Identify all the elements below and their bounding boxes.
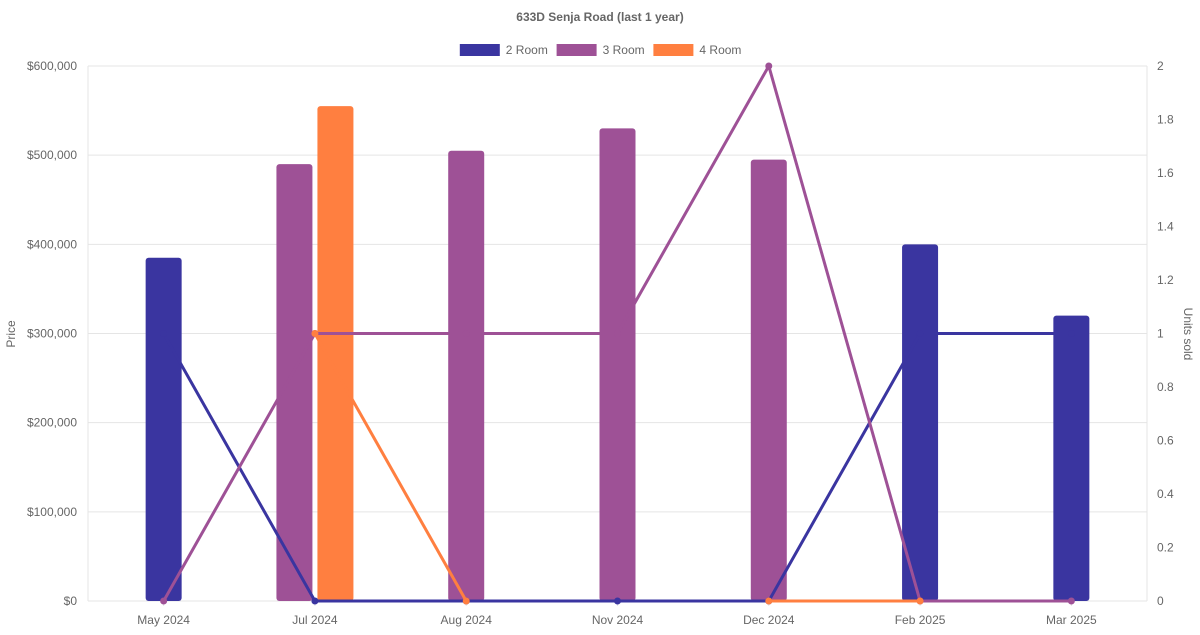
y-left-tick-label: $200,000 xyxy=(27,416,77,430)
x-tick-label: Dec 2024 xyxy=(743,613,795,627)
bar-2-room[interactable] xyxy=(145,257,182,601)
y-left-tick-label: $100,000 xyxy=(27,505,77,519)
y-right-tick-label: 0 xyxy=(1157,594,1164,608)
bar-3-room[interactable] xyxy=(599,128,636,601)
x-tick-label: May 2024 xyxy=(137,613,190,627)
y-left-tick-label: $400,000 xyxy=(27,237,77,251)
y-right-tick-label: 1.2 xyxy=(1157,273,1174,287)
point-4-room[interactable] xyxy=(916,597,924,605)
legend-swatch xyxy=(653,44,694,56)
y-axis-right-title: Units sold xyxy=(1181,308,1195,361)
chart-title: 633D Senja Road (last 1 year) xyxy=(516,10,683,24)
y-right-tick-label: 0.4 xyxy=(1157,487,1174,501)
point-2-room[interactable] xyxy=(916,330,924,337)
point-2-room[interactable] xyxy=(160,330,168,337)
legend-item-4-room[interactable]: 4 Room xyxy=(653,43,741,57)
y-right-tick-label: 0.2 xyxy=(1157,541,1174,555)
y-right-tick-label: 1.8 xyxy=(1157,113,1174,127)
y-left-tick-label: $300,000 xyxy=(27,327,77,341)
x-tick-label: Nov 2024 xyxy=(592,613,644,627)
bar-3-room[interactable] xyxy=(448,150,485,602)
y-axis-left-title: Price xyxy=(4,320,18,348)
line-series xyxy=(160,62,1075,605)
bar-4-room[interactable] xyxy=(317,106,354,601)
y-right-tick-label: 0.8 xyxy=(1157,380,1174,394)
point-2-room[interactable] xyxy=(311,597,319,605)
legend-label: 2 Room xyxy=(506,43,548,57)
point-3-room[interactable] xyxy=(462,330,470,337)
x-tick-label: Feb 2025 xyxy=(895,613,946,627)
legend[interactable]: 2 Room 3 Room 4 Room xyxy=(459,43,742,57)
point-4-room[interactable] xyxy=(311,330,319,337)
right-axis: 0 0.2 0.4 0.6 0.8 1 1.2 1.4 1.6 1.8 2 xyxy=(1157,59,1174,608)
bar-3-room[interactable] xyxy=(750,159,787,601)
point-3-room[interactable] xyxy=(1067,597,1075,605)
legend-swatch xyxy=(556,44,597,56)
point-2-room[interactable] xyxy=(614,597,621,605)
point-3-room[interactable] xyxy=(765,62,773,70)
left-axis: $0 $100,000 $200,000 $300,000 $400,000 $500,0… xyxy=(27,59,77,608)
legend-label: 4 Room xyxy=(699,43,741,57)
point-2-room[interactable] xyxy=(1067,330,1075,337)
point-4-room[interactable] xyxy=(765,597,773,605)
bar-2-room[interactable] xyxy=(902,244,939,602)
legend-swatch xyxy=(459,44,500,56)
y-right-tick-label: 1.4 xyxy=(1157,220,1174,234)
point-3-room[interactable] xyxy=(160,597,168,605)
x-tick-label: Mar 2025 xyxy=(1046,613,1097,627)
x-axis: May 2024 Jul 2024 Aug 2024 Nov 2024 Dec 2024… xyxy=(137,613,1097,627)
bar-2-room[interactable] xyxy=(1053,315,1090,601)
point-4-room[interactable] xyxy=(462,597,470,605)
bar-3-room[interactable] xyxy=(276,164,313,602)
y-right-tick-label: 2 xyxy=(1157,59,1164,73)
y-left-tick-label: $500,000 xyxy=(27,148,77,162)
point-3-room[interactable] xyxy=(614,330,621,337)
x-tick-label: Aug 2024 xyxy=(441,613,493,627)
y-left-tick-label: $600,000 xyxy=(27,59,77,73)
legend-item-2-room[interactable]: 2 Room xyxy=(459,43,548,57)
y-right-tick-label: 1.6 xyxy=(1157,166,1174,180)
y-left-tick-label: $0 xyxy=(64,594,78,608)
y-right-tick-label: 0.6 xyxy=(1157,434,1174,448)
line-4-room xyxy=(313,332,468,602)
y-right-tick-label: 1 xyxy=(1157,327,1164,341)
x-tick-label: Jul 2024 xyxy=(292,613,338,627)
bar-series xyxy=(145,106,1090,602)
legend-label: 3 Room xyxy=(603,43,645,57)
legend-item-3-room[interactable]: 3 Room xyxy=(556,43,645,57)
